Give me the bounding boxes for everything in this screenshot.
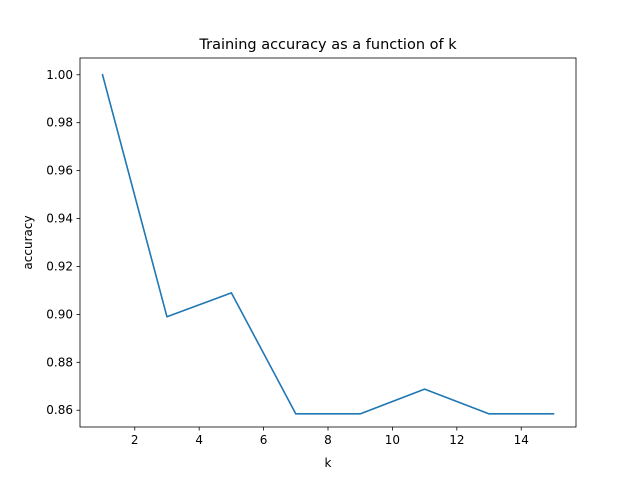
y-axis-label: accuracy: [21, 215, 35, 269]
x-axis-label: k: [325, 456, 332, 470]
plot-frame: [79, 57, 577, 428]
x-axis: 2 4 6 8 10 12 14: [131, 427, 529, 447]
y-tick-label: 0.88: [46, 355, 73, 369]
x-tick-label: 12: [449, 433, 464, 447]
y-tick-label: 0.98: [46, 116, 73, 130]
y-tick-label: 0.92: [46, 259, 73, 273]
plot-lines: [101, 73, 555, 415]
y-tick-label: 0.96: [46, 164, 73, 178]
x-tick-label: 2: [131, 433, 139, 447]
x-tick-label: 4: [195, 433, 203, 447]
y-tick-label: 1.00: [46, 68, 73, 82]
y-axis: 0.86 0.88 0.90 0.92 0.94 0.96 0.98 1.00: [46, 68, 80, 417]
x-tick-label: 8: [324, 433, 332, 447]
x-tick-label: 10: [385, 433, 400, 447]
series-line: [101, 73, 555, 415]
chart-title: Training accuracy as a function of k: [198, 37, 457, 53]
x-tick-label: 14: [514, 433, 529, 447]
y-tick-label: 0.94: [46, 212, 73, 226]
y-tick-label: 0.90: [46, 307, 73, 321]
y-tick-label: 0.86: [46, 403, 73, 417]
x-tick-label: 6: [260, 433, 268, 447]
